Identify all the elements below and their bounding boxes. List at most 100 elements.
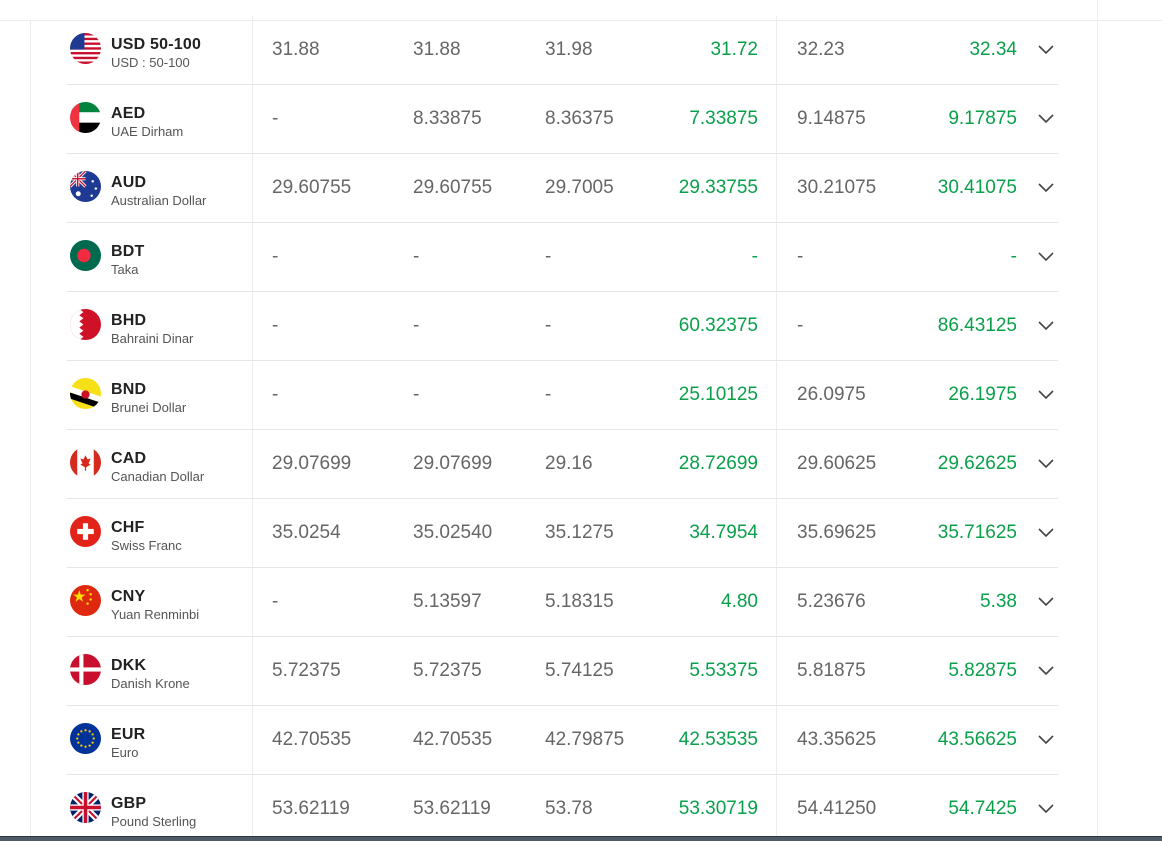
currency-name: USD : 50-100 xyxy=(111,55,190,70)
table-row[interactable]: USD 50-100 USD : 50-100 31.88 31.88 31.9… xyxy=(67,16,1058,85)
rate-value: - xyxy=(545,246,552,267)
rate-value: 9.14875 xyxy=(797,108,866,129)
rate-value: 5.18315 xyxy=(545,591,614,612)
rate-value: - xyxy=(413,384,420,405)
bangladesh-flag-icon xyxy=(70,240,101,271)
chevron-down-icon[interactable] xyxy=(1037,458,1055,470)
window-bottom-edge xyxy=(0,836,1162,841)
column-divider xyxy=(776,706,777,774)
rate-value: 42.70535 xyxy=(272,729,352,750)
column-divider xyxy=(776,499,777,567)
rate-value-highlight: 5.53375 xyxy=(689,660,758,681)
rate-value-highlight: 5.82875 xyxy=(948,660,1017,681)
top-divider xyxy=(0,20,1162,21)
table-row[interactable]: EUR Euro 42.70535 42.70535 42.79875 42.5… xyxy=(67,706,1058,775)
rate-value: - xyxy=(413,246,420,267)
rate-value: - xyxy=(272,315,279,336)
table-row[interactable]: BHD Bahraini Dinar - - - 60.32375 - 86.4… xyxy=(67,292,1058,361)
uk-flag-icon xyxy=(70,792,101,823)
rate-value-highlight: 54.7425 xyxy=(948,798,1017,819)
rate-value: 32.23 xyxy=(797,39,845,60)
column-divider xyxy=(776,361,777,429)
rate-value: 30.21075 xyxy=(797,177,877,198)
china-flag-icon xyxy=(70,585,101,616)
chevron-down-icon[interactable] xyxy=(1037,734,1055,746)
rate-value: 8.33875 xyxy=(413,108,482,129)
column-divider xyxy=(776,154,777,222)
rate-value: 29.07699 xyxy=(413,453,493,474)
currency-code: BDT xyxy=(111,243,145,260)
chevron-down-icon[interactable] xyxy=(1037,527,1055,539)
rate-value: 29.07699 xyxy=(272,453,352,474)
table-row[interactable]: AUD Australian Dollar 29.60755 29.60755 … xyxy=(67,154,1058,223)
rate-value-highlight: 30.41075 xyxy=(937,177,1017,198)
column-divider xyxy=(776,568,777,636)
rate-value-highlight: 9.17875 xyxy=(948,108,1017,129)
rate-value-highlight: 42.53535 xyxy=(678,729,758,750)
left-border xyxy=(30,20,31,841)
currency-name: Yuan Renminbi xyxy=(111,607,200,622)
rate-value: 31.98 xyxy=(545,39,593,60)
currency-code: USD 50-100 xyxy=(111,36,202,53)
chevron-down-icon[interactable] xyxy=(1037,182,1055,194)
chevron-down-icon[interactable] xyxy=(1037,113,1055,125)
chevron-down-icon[interactable] xyxy=(1037,44,1055,56)
currency-name: Australian Dollar xyxy=(111,193,207,208)
exchange-rate-table: USD 50-100 USD : 50-100 31.88 31.88 31.9… xyxy=(67,16,1058,841)
rate-value: 35.69625 xyxy=(797,522,877,543)
column-divider xyxy=(252,775,253,841)
table-row[interactable]: BDT Taka - - - - - - xyxy=(67,223,1058,292)
chevron-down-icon[interactable] xyxy=(1037,389,1055,401)
table-row[interactable]: BND Brunei Dollar - - - 25.10125 26.0975… xyxy=(67,361,1058,430)
rate-value: - xyxy=(545,315,552,336)
table-row[interactable]: CHF Swiss Franc 35.0254 35.02540 35.1275… xyxy=(67,499,1058,568)
column-divider xyxy=(252,292,253,360)
currency-code: BHD xyxy=(111,312,147,329)
denmark-flag-icon xyxy=(70,654,101,685)
table-row[interactable]: GBP Pound Sterling 53.62119 53.62119 53.… xyxy=(67,775,1058,841)
currency-name: Pound Sterling xyxy=(111,814,197,829)
currency-name: Euro xyxy=(111,745,139,760)
rate-value: 53.78 xyxy=(545,798,593,819)
rate-value-highlight: 32.34 xyxy=(969,39,1017,60)
rate-value-highlight: - xyxy=(1010,246,1017,267)
canada-flag-icon xyxy=(70,447,101,478)
currency-code: EUR xyxy=(111,726,146,743)
column-divider xyxy=(252,361,253,429)
rate-value: 35.0254 xyxy=(272,522,341,543)
rate-value: 29.60625 xyxy=(797,453,877,474)
rate-value: - xyxy=(272,246,279,267)
rate-value-highlight: 28.72699 xyxy=(678,453,758,474)
currency-code: DKK xyxy=(111,657,147,674)
column-divider xyxy=(252,16,253,84)
rate-value: 54.41250 xyxy=(797,798,877,819)
rate-value: 5.74125 xyxy=(545,660,614,681)
rate-value-highlight: - xyxy=(751,246,758,267)
table-row[interactable]: DKK Danish Krone 5.72375 5.72375 5.74125… xyxy=(67,637,1058,706)
chevron-down-icon[interactable] xyxy=(1037,803,1055,815)
chevron-down-icon[interactable] xyxy=(1037,320,1055,332)
right-border xyxy=(1097,0,1098,841)
column-divider xyxy=(776,292,777,360)
rate-value-highlight: 86.43125 xyxy=(937,315,1017,336)
rate-value: 8.36375 xyxy=(545,108,614,129)
eu-flag-icon xyxy=(70,723,101,754)
chevron-down-icon[interactable] xyxy=(1037,665,1055,677)
rate-value-highlight: 29.62625 xyxy=(937,453,1017,474)
rate-value: 42.79875 xyxy=(545,729,625,750)
column-divider xyxy=(252,499,253,567)
table-row[interactable]: AED UAE Dirham - 8.33875 8.36375 7.33875… xyxy=(67,85,1058,154)
column-divider xyxy=(776,775,777,841)
table-row[interactable]: CNY Yuan Renminbi - 5.13597 5.18315 4.80… xyxy=(67,568,1058,637)
column-divider xyxy=(776,430,777,498)
chevron-down-icon[interactable] xyxy=(1037,251,1055,263)
currency-name: Taka xyxy=(111,262,139,277)
chevron-down-icon[interactable] xyxy=(1037,596,1055,608)
currency-name: Danish Krone xyxy=(111,676,190,691)
us-flag-icon xyxy=(70,33,101,64)
uae-flag-icon xyxy=(70,102,101,133)
table-row[interactable]: CAD Canadian Dollar 29.07699 29.07699 29… xyxy=(67,430,1058,499)
column-divider xyxy=(252,706,253,774)
rate-value: - xyxy=(413,315,420,336)
rate-value: 5.13597 xyxy=(413,591,482,612)
